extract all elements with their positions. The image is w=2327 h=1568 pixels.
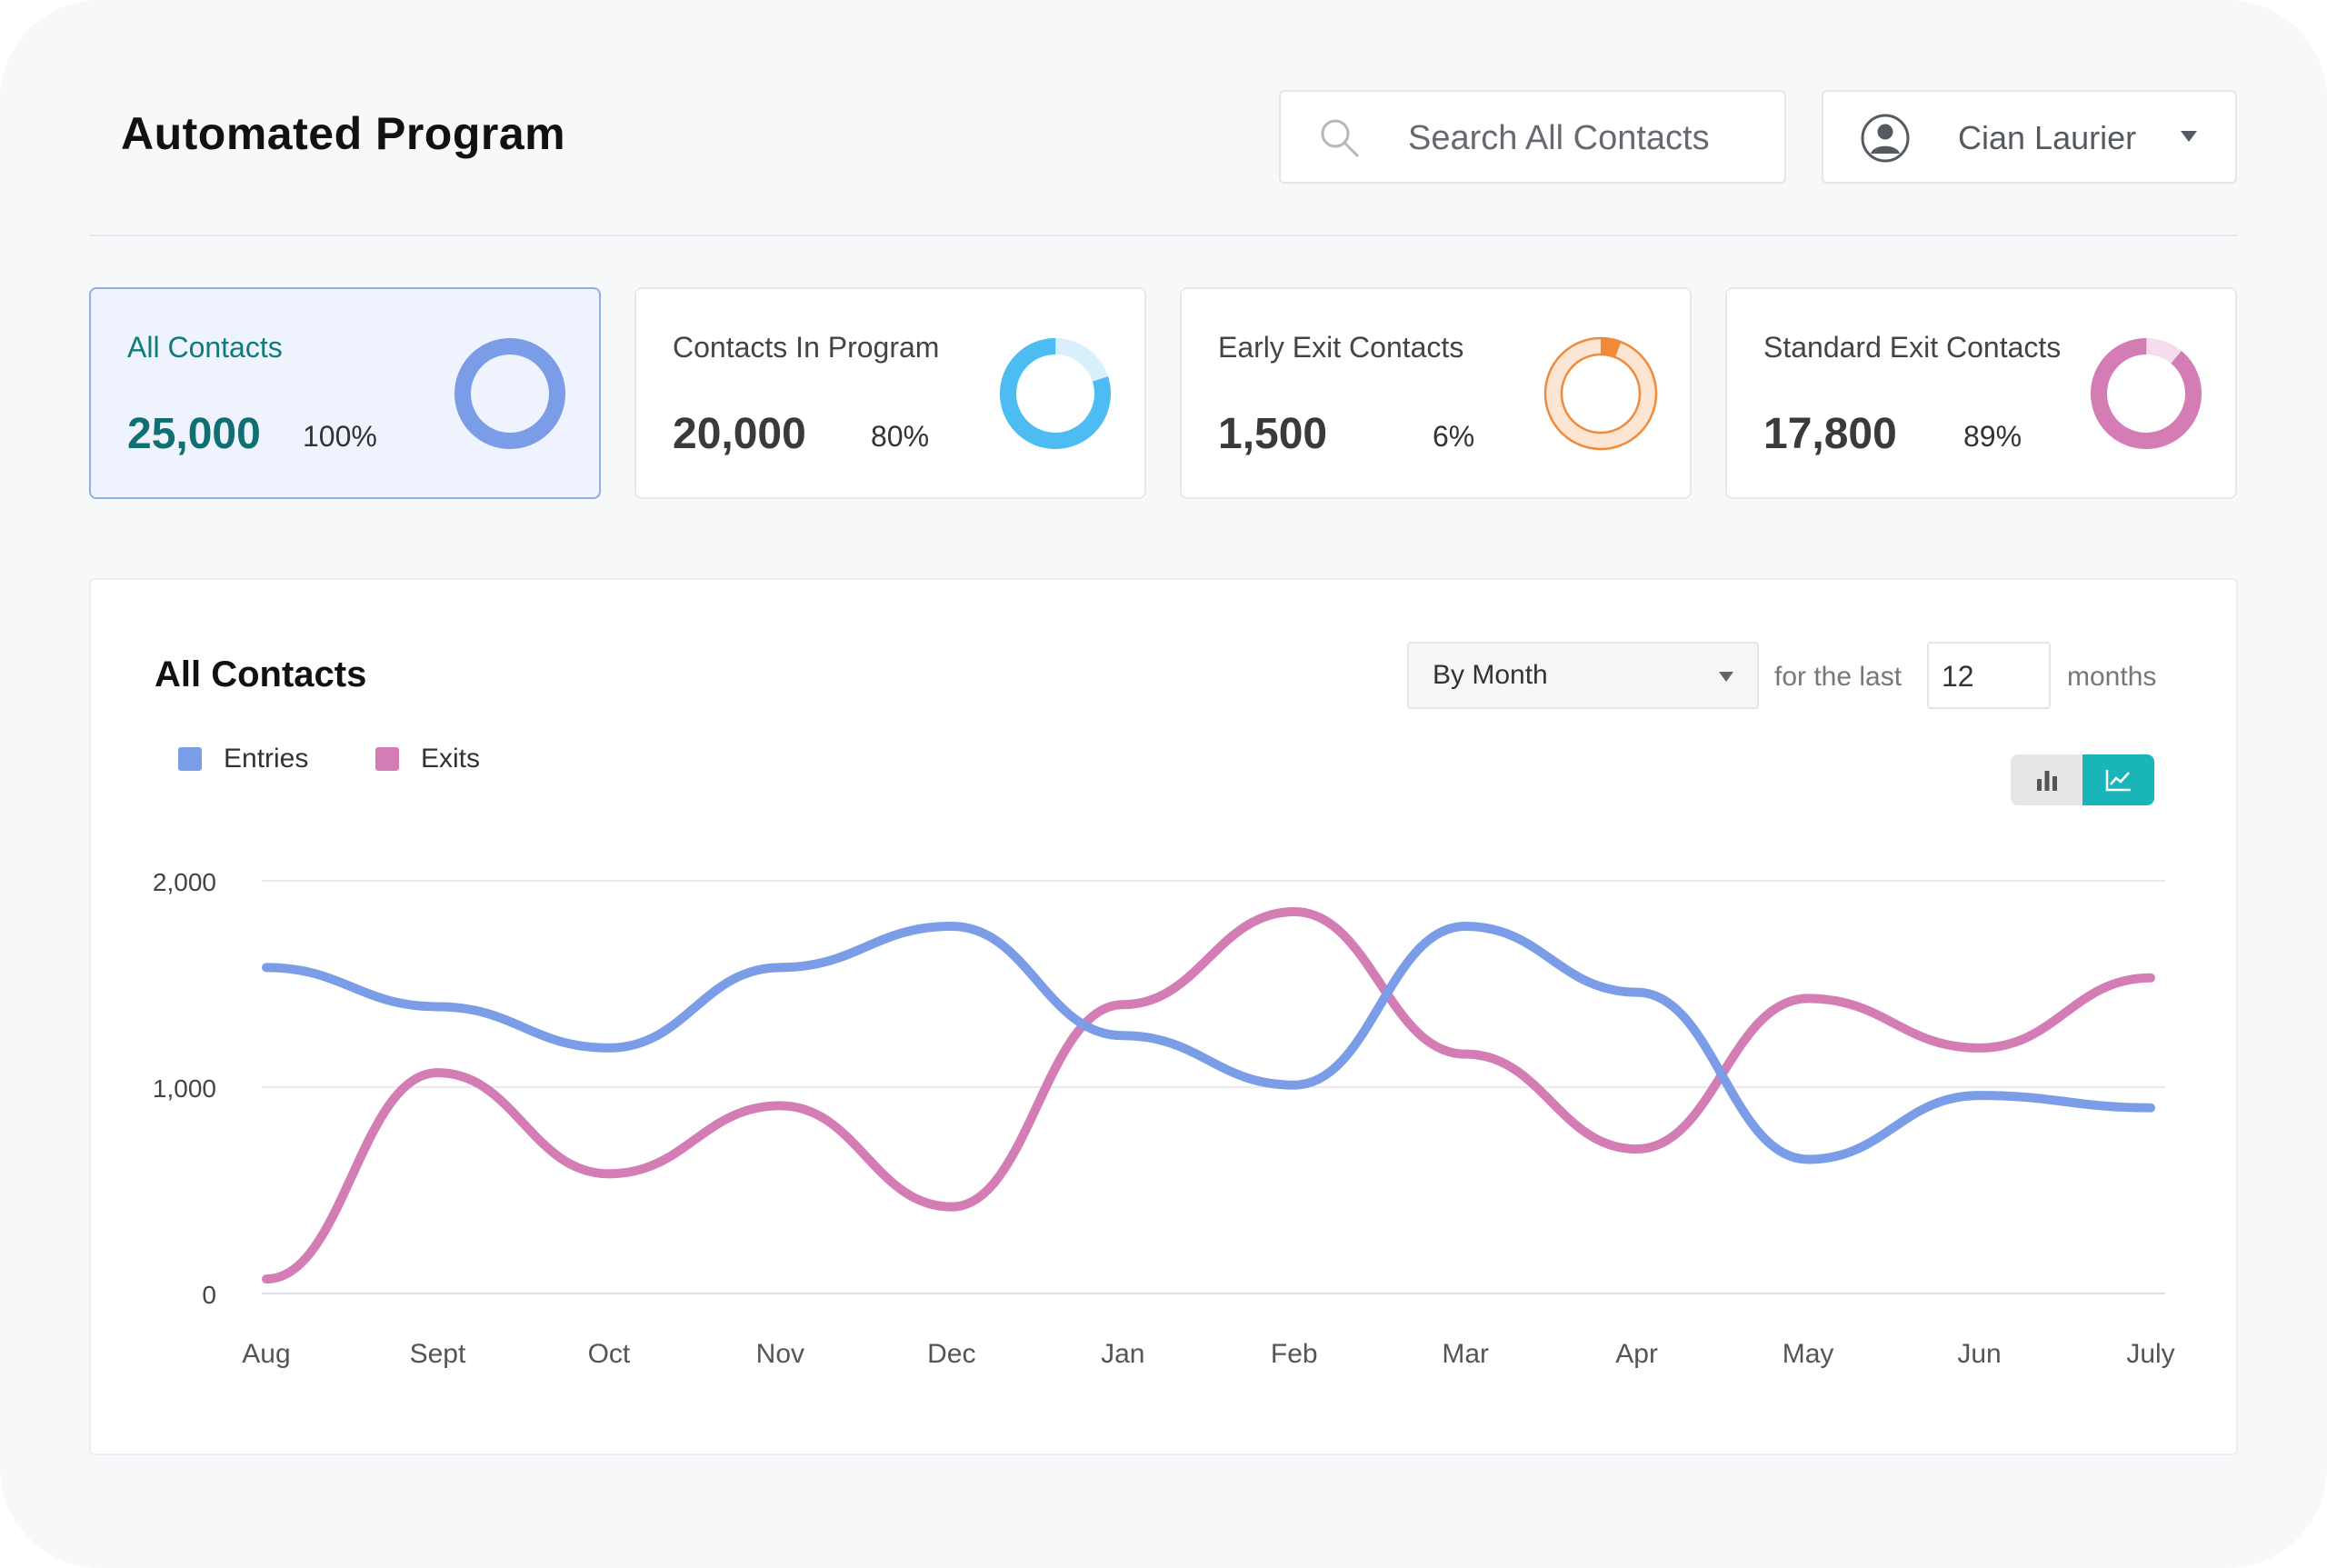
bar-chart-icon	[2036, 771, 2057, 791]
donut-value-arc	[454, 338, 565, 449]
card-percent: 6%	[1433, 420, 1475, 453]
user-circle-icon	[1860, 113, 1911, 168]
y-tick-label: 0	[202, 1281, 216, 1309]
user-menu[interactable]: Cian Laurier	[1822, 90, 2237, 184]
legend-swatch	[375, 747, 399, 771]
card-donut	[2091, 338, 2202, 449]
page-title: Automated Program	[121, 108, 566, 159]
chart-type-toggle[interactable]	[2011, 754, 2154, 805]
card-early-exit-contacts[interactable]: Early Exit Contacts 1,500 6%	[1180, 287, 1692, 499]
chevron-down-icon	[2180, 130, 2198, 147]
legend-item-exits: Exits	[375, 744, 480, 774]
donut-inner-ring	[1560, 353, 1642, 434]
card-contacts-in-program[interactable]: Contacts In Program 20,000 80%	[634, 287, 1146, 499]
card-percent: 80%	[871, 420, 930, 453]
y-tick-label: 2,000	[153, 868, 216, 896]
donut-value-arc	[2091, 338, 2202, 449]
x-tick-label: July	[2126, 1339, 2174, 1369]
card-value: 25,000	[127, 410, 261, 458]
x-tick-label: Aug	[242, 1339, 290, 1369]
line-chart-button[interactable]	[2082, 754, 2154, 805]
months-count-value: 12	[1942, 660, 1974, 693]
for-the-last-label: for the last	[1774, 662, 1903, 692]
search-icon	[1319, 117, 1361, 164]
x-tick-label: Feb	[1271, 1339, 1318, 1369]
line-chart-icon	[2105, 770, 2131, 792]
header-divider	[89, 235, 2238, 236]
x-tick-label: Nov	[756, 1339, 804, 1369]
donut-track	[1545, 338, 1656, 449]
x-tick-label: Apr	[1615, 1339, 1658, 1369]
card-all-contacts[interactable]: All Contacts 25,000 100%	[89, 287, 601, 499]
series-line-exits	[262, 907, 2155, 1284]
card-donut	[1000, 338, 1111, 449]
search-input[interactable]	[1406, 112, 1773, 165]
legend-item-entries: Entries	[178, 744, 308, 774]
x-tick-label: Jun	[1957, 1339, 2001, 1369]
card-label: Early Exit Contacts	[1218, 331, 1464, 364]
legend-label: Exits	[421, 744, 481, 774]
bar-chart-button[interactable]	[2011, 754, 2082, 805]
card-value: 1,500	[1218, 410, 1328, 458]
x-tick-label: Sept	[410, 1339, 466, 1369]
legend-label: Entries	[224, 744, 309, 774]
x-tick-label: Jan	[1101, 1339, 1144, 1369]
months-label: months	[2067, 662, 2157, 692]
x-tick-label: Dec	[927, 1339, 975, 1369]
card-value: 20,000	[673, 410, 806, 458]
card-percent: 89%	[1963, 420, 2022, 453]
period-value: By Month	[1433, 660, 1548, 690]
series-line-entries	[262, 921, 2155, 1164]
card-donut	[1543, 336, 1658, 451]
chart-panel: All Contacts By Month for the last 12 mo…	[89, 578, 2238, 1455]
donut-value-arc	[1000, 338, 1111, 449]
card-label: All Contacts	[127, 331, 283, 364]
card-percent: 100%	[303, 420, 377, 453]
y-tick-label: 1,000	[153, 1074, 216, 1103]
legend-swatch	[178, 747, 202, 771]
card-standard-exit-contacts[interactable]: Standard Exit Contacts 17,800 89%	[1725, 287, 2237, 499]
search-box[interactable]	[1279, 90, 1786, 184]
donut-value-arc	[1545, 338, 1656, 449]
card-donut	[454, 338, 565, 449]
card-label: Standard Exit Contacts	[1763, 331, 2062, 364]
x-tick-label: Mar	[1442, 1339, 1489, 1369]
line-chart: 2,000 1,000 0 Aug Sept Oct Nov Dec Jan Feb Mar Apr M…	[153, 868, 2175, 1369]
x-tick-label: May	[1783, 1339, 1834, 1369]
chevron-down-icon	[1718, 671, 1734, 687]
period-select[interactable]: By Month	[1407, 642, 1759, 709]
user-name: Cian Laurier	[1958, 119, 2137, 156]
card-label: Contacts In Program	[673, 331, 940, 364]
card-value: 17,800	[1763, 410, 1897, 458]
panel-title: All Contacts	[155, 654, 367, 694]
x-tick-label: Oct	[588, 1339, 631, 1369]
months-count-input[interactable]: 12	[1927, 642, 2051, 709]
